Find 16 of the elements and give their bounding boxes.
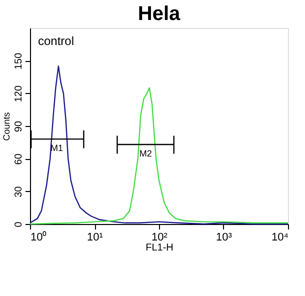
x-tick-label: 10² [152, 232, 168, 244]
y-tick-label: 60 [14, 153, 24, 165]
y-tick-label: 120 [14, 85, 24, 102]
y-tick-label: 30 [14, 186, 24, 198]
y-tick-label: 0 [14, 221, 24, 228]
y-tick-label: 150 [14, 52, 24, 70]
y-axis-title: Counts [2, 112, 12, 141]
x-tick-label: 10⁴ [272, 232, 289, 244]
y-tick-label: 90 [14, 120, 24, 132]
chart-title: Hela [138, 3, 181, 25]
annotation: control [38, 34, 74, 48]
x-tick-label: 10¹ [87, 232, 104, 244]
x-tick-label: 10³ [216, 232, 232, 244]
x-tick-label: 10⁰ [30, 230, 47, 244]
annotation: M2 [139, 148, 152, 159]
x-axis-title: FL1-H [146, 242, 174, 254]
